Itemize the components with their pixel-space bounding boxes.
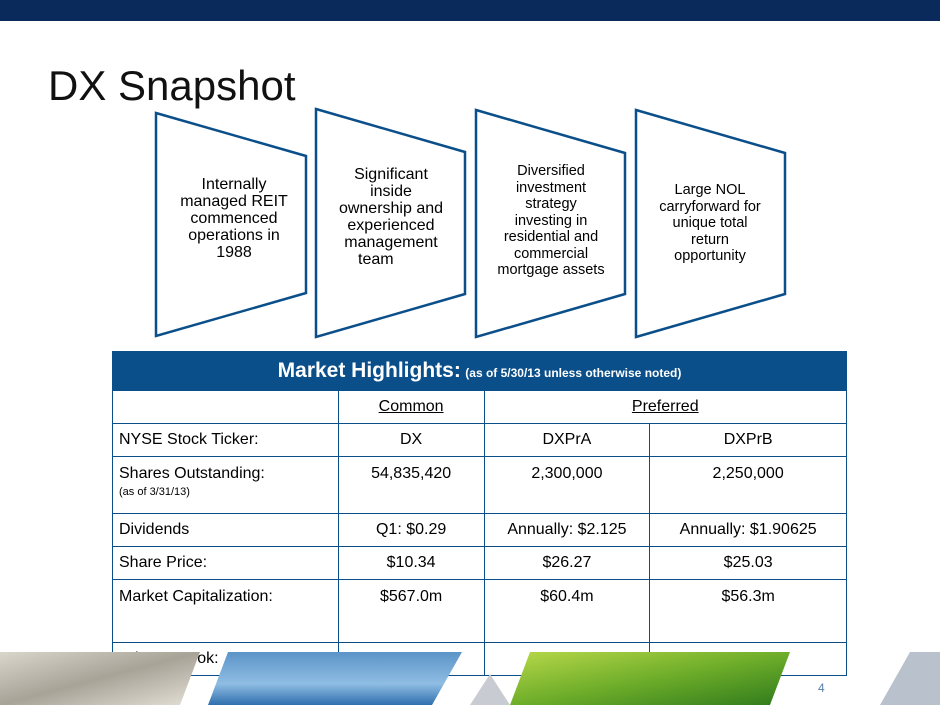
cell-common: $567.0m bbox=[337, 579, 485, 643]
table-row: Share Price: $10.34 $26.27 $25.03 bbox=[112, 546, 847, 580]
pillar-2-line: experienced bbox=[347, 217, 435, 234]
row-label: Market Capitalization: bbox=[112, 579, 339, 643]
pillar-3-line: residential and bbox=[503, 229, 599, 245]
pillar-1-line: 1988 bbox=[216, 244, 252, 261]
empty-cell bbox=[112, 390, 339, 424]
page-title: DX Snapshot bbox=[48, 62, 296, 109]
pillar-shape-4 bbox=[634, 108, 787, 339]
col-header-preferred: Preferred bbox=[631, 398, 699, 415]
row-label-cell: Shares Outstanding: (as of 3/31/13) bbox=[112, 456, 339, 514]
table-row: NYSE Stock Ticker: DX DXPrA DXPrB bbox=[112, 423, 847, 457]
pillar-2-line: ownership and bbox=[338, 200, 444, 217]
cell-pref-a: 2,300,000 bbox=[483, 456, 651, 514]
pillar-3-line: commercial bbox=[513, 245, 589, 262]
pillar-3-line: Diversified bbox=[517, 163, 585, 179]
pillar-3: Diversified investment strategy investin… bbox=[482, 163, 620, 279]
pillar-1-line: operations in bbox=[188, 227, 280, 244]
cell-pref-a: DXPrA bbox=[483, 423, 651, 457]
pillar-2-line: management bbox=[344, 234, 438, 251]
pillar-2-line: inside bbox=[370, 183, 412, 200]
table-header-row: Market Highlights: (as of 5/30/13 unless… bbox=[112, 351, 847, 391]
cell-pref-a: $60.4m bbox=[483, 579, 651, 643]
pillar-3-line: strategy bbox=[525, 196, 577, 212]
pillar-2-line: team bbox=[358, 251, 394, 268]
row-label: Dividends bbox=[112, 513, 339, 547]
triangle-accent bbox=[470, 674, 510, 705]
pillar-4-line: Large NOL bbox=[674, 182, 746, 198]
pillar-shape-1 bbox=[154, 111, 308, 338]
market-highlights-table: Market Highlights: (as of 5/30/13 unless… bbox=[112, 351, 848, 676]
table-header-title: Market Highlights: bbox=[277, 359, 461, 382]
cell-common: Q1: $0.29 bbox=[337, 513, 485, 547]
row-label: NYSE Stock Ticker: bbox=[112, 423, 339, 457]
col-header-preferred-cell: Preferred bbox=[483, 390, 848, 424]
pillar-3-line: mortgage assets bbox=[497, 262, 605, 278]
col-header-common: Common bbox=[378, 398, 444, 415]
cell-common: DX bbox=[337, 423, 485, 457]
table-header-note: (as of 5/30/13 unless otherwise noted) bbox=[465, 366, 682, 380]
table-row: Market Capitalization: $567.0m $60.4m $5… bbox=[112, 579, 847, 643]
cell-pref-b: 2,250,000 bbox=[649, 456, 847, 514]
pillar-2: Significant inside ownership and experie… bbox=[322, 166, 460, 268]
decorative-photo-strip bbox=[0, 652, 940, 705]
cell-common: 54,835,420 bbox=[337, 456, 485, 514]
cell-pref-b: DXPrB bbox=[649, 423, 847, 457]
pillar-1-line: commenced bbox=[190, 210, 278, 227]
cell-pref-b: $56.3m bbox=[649, 579, 847, 643]
pillar-shape-3 bbox=[474, 108, 627, 339]
cell-common: $10.34 bbox=[337, 546, 485, 580]
page-number: 4 bbox=[818, 681, 825, 695]
row-label: Share Price: bbox=[112, 546, 339, 580]
top-banner bbox=[0, 0, 940, 21]
pillar-1-line: managed REIT bbox=[180, 193, 288, 210]
cell-pref-b: Annually: $1.90625 bbox=[649, 513, 847, 547]
pillar-shape-2 bbox=[314, 107, 467, 339]
col-header-common-cell: Common bbox=[337, 390, 485, 424]
pillars-graphic bbox=[154, 107, 787, 339]
row-label: Shares Outstanding: bbox=[119, 465, 265, 482]
pillar-4-line: opportunity bbox=[674, 248, 746, 264]
cell-pref-b: $25.03 bbox=[649, 546, 847, 580]
pillar-4-line: return bbox=[691, 231, 729, 248]
pillar-1-line: Internally bbox=[201, 176, 267, 193]
sky-photo bbox=[208, 652, 462, 705]
pillar-2-line: Significant bbox=[354, 166, 428, 183]
rope-photo bbox=[0, 652, 200, 705]
leaf-photo bbox=[510, 652, 790, 705]
row-note: (as of 3/31/13) bbox=[119, 486, 190, 498]
cell-pref-a: Annually: $2.125 bbox=[483, 513, 651, 547]
pillar-3-line: investment bbox=[515, 179, 587, 196]
table-header: Market Highlights: (as of 5/30/13 unless… bbox=[112, 351, 847, 391]
table-row: Dividends Q1: $0.29 Annually: $2.125 Ann… bbox=[112, 513, 847, 547]
pillar-1: Internally managed REIT commenced operat… bbox=[165, 176, 303, 261]
gray-accent bbox=[880, 652, 940, 705]
pillar-3-line: investing in bbox=[514, 212, 588, 229]
cell-pref-a: $26.27 bbox=[483, 546, 651, 580]
pillar-4-line: unique total bbox=[672, 215, 748, 231]
pillar-4: Large NOL carryforward for unique total … bbox=[640, 182, 780, 265]
table-row: Shares Outstanding: (as of 3/31/13) 54,8… bbox=[112, 456, 847, 514]
column-header-row: Common Preferred bbox=[112, 390, 848, 424]
pillar-4-line: carryforward for bbox=[659, 198, 761, 215]
